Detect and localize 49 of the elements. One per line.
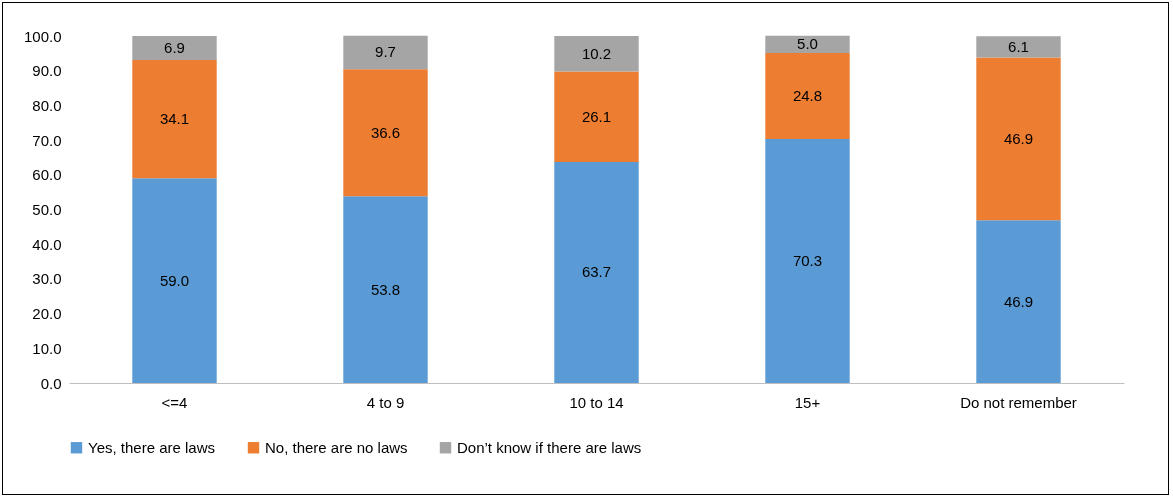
data-label: 10.2: [581, 44, 612, 62]
y-tick-label: 80.0: [32, 96, 62, 114]
bar: [132, 36, 217, 60]
data-label: 53.8: [370, 280, 401, 298]
y-tick-label: 100.0: [23, 27, 62, 45]
y-tick-label: 40.0: [32, 235, 62, 253]
y-tick-label: 0.0: [40, 374, 62, 392]
data-label: 36.6: [370, 123, 401, 141]
bar: [976, 220, 1061, 383]
y-tick-label: 50.0: [32, 201, 62, 218]
data-label: 59.0: [159, 271, 190, 289]
data-label: 9.7: [375, 43, 396, 61]
bar: [554, 71, 639, 162]
data-label: 46.9: [1003, 292, 1034, 310]
x-tick-label: 15+: [794, 393, 821, 411]
data-label: 70.3: [792, 252, 823, 270]
y-tick-label: 10.0: [32, 339, 62, 357]
legend-label: Yes, there are laws: [88, 438, 216, 456]
x-tick-label: 10 to 14: [569, 393, 624, 411]
bar: [976, 36, 1061, 58]
data-label: 24.8: [792, 87, 823, 105]
legend-label: No, there are no laws: [265, 438, 408, 456]
y-tick-label: 20.0: [32, 305, 62, 323]
bar: [132, 59, 217, 179]
bar: [765, 35, 850, 53]
data-label: 6.9: [164, 38, 185, 56]
y-tick-label: 60.0: [32, 166, 62, 184]
x-tick-label: <=4: [161, 393, 188, 411]
bar: [554, 36, 639, 72]
data-label: 46.9: [1003, 129, 1034, 147]
y-tick-label: 90.0: [32, 62, 62, 80]
bar: [554, 161, 639, 383]
data-label: 34.1: [159, 110, 190, 128]
bar: [343, 196, 428, 383]
data-label: 63.7: [581, 263, 612, 281]
x-tick-label: 4 to 9: [366, 393, 405, 411]
bar: [765, 53, 850, 140]
legend-label: Don’t know if there are laws: [457, 438, 642, 456]
bar: [976, 57, 1061, 221]
y-tick-label: 30.0: [32, 270, 62, 288]
data-label: 6.1: [1008, 37, 1029, 55]
x-tick-label: Do not remember: [960, 393, 1077, 411]
bar: [343, 69, 428, 197]
y-tick-label: 70.0: [32, 131, 62, 149]
data-label: 5.0: [797, 35, 818, 53]
data-label: 26.1: [581, 107, 612, 125]
bar: [343, 35, 428, 70]
bar: [765, 139, 850, 383]
bar: [132, 178, 217, 383]
